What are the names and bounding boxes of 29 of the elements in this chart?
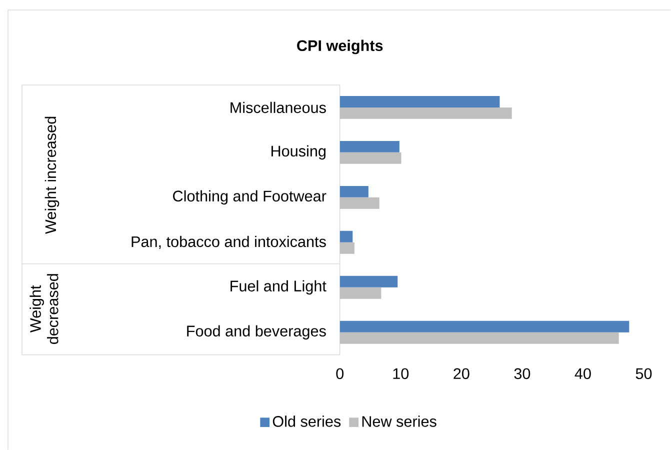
bar	[340, 96, 500, 108]
chart-title: CPI weights	[297, 40, 383, 54]
bar	[340, 186, 368, 198]
bar	[340, 332, 619, 344]
x-tick-label: 20	[454, 368, 470, 380]
bar	[340, 320, 630, 332]
x-tick-label: 10	[393, 368, 409, 380]
bar	[340, 152, 402, 164]
y-tick-label: Pan, tobacco and intoxicants	[132, 236, 326, 249]
y-tick-label: Housing	[272, 145, 326, 160]
bar	[340, 140, 400, 152]
y-tick-label: Food and beverages	[187, 325, 326, 340]
x-tick-label: 50	[636, 368, 652, 380]
bar	[340, 242, 354, 254]
x-tick-label: 30	[514, 368, 530, 380]
y-tick-label: Clothing and Footwear	[173, 190, 326, 205]
bar	[340, 197, 380, 209]
bar	[340, 230, 353, 242]
x-tick-label: 40	[574, 368, 591, 380]
text: Weight decreased	[30, 274, 58, 344]
x-tick-label: 0	[336, 368, 344, 380]
text: Weight increased	[44, 116, 60, 234]
bar	[340, 276, 398, 288]
legend-label: Old series	[272, 416, 341, 427]
bar	[340, 287, 382, 299]
bar	[340, 107, 512, 119]
y-tick-label: Fuel and Light	[230, 280, 326, 294]
legend-label: New series	[362, 416, 436, 427]
y-tick-label: Miscellaneous	[230, 102, 326, 114]
